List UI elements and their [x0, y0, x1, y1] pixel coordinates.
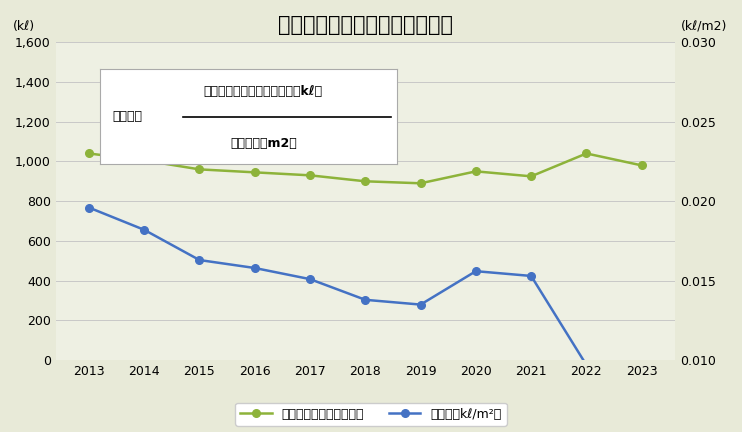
Text: (kℓ/m2): (kℓ/m2) — [681, 19, 727, 32]
Text: (kℓ): (kℓ) — [13, 19, 35, 32]
Text: 原単位＝: 原単位＝ — [112, 110, 142, 123]
Text: 延床面積（m2）: 延床面積（m2） — [230, 137, 297, 150]
Text: エネルギー使用量（原油換算kℓ）: エネルギー使用量（原油換算kℓ） — [204, 86, 323, 98]
Title: 事業場使用エネルギーと原単位: 事業場使用エネルギーと原単位 — [278, 15, 453, 35]
Legend: 電気＋ガス（原油換算）, 原単位（kℓ/m²）: 電気＋ガス（原油換算）, 原単位（kℓ/m²） — [235, 403, 507, 426]
